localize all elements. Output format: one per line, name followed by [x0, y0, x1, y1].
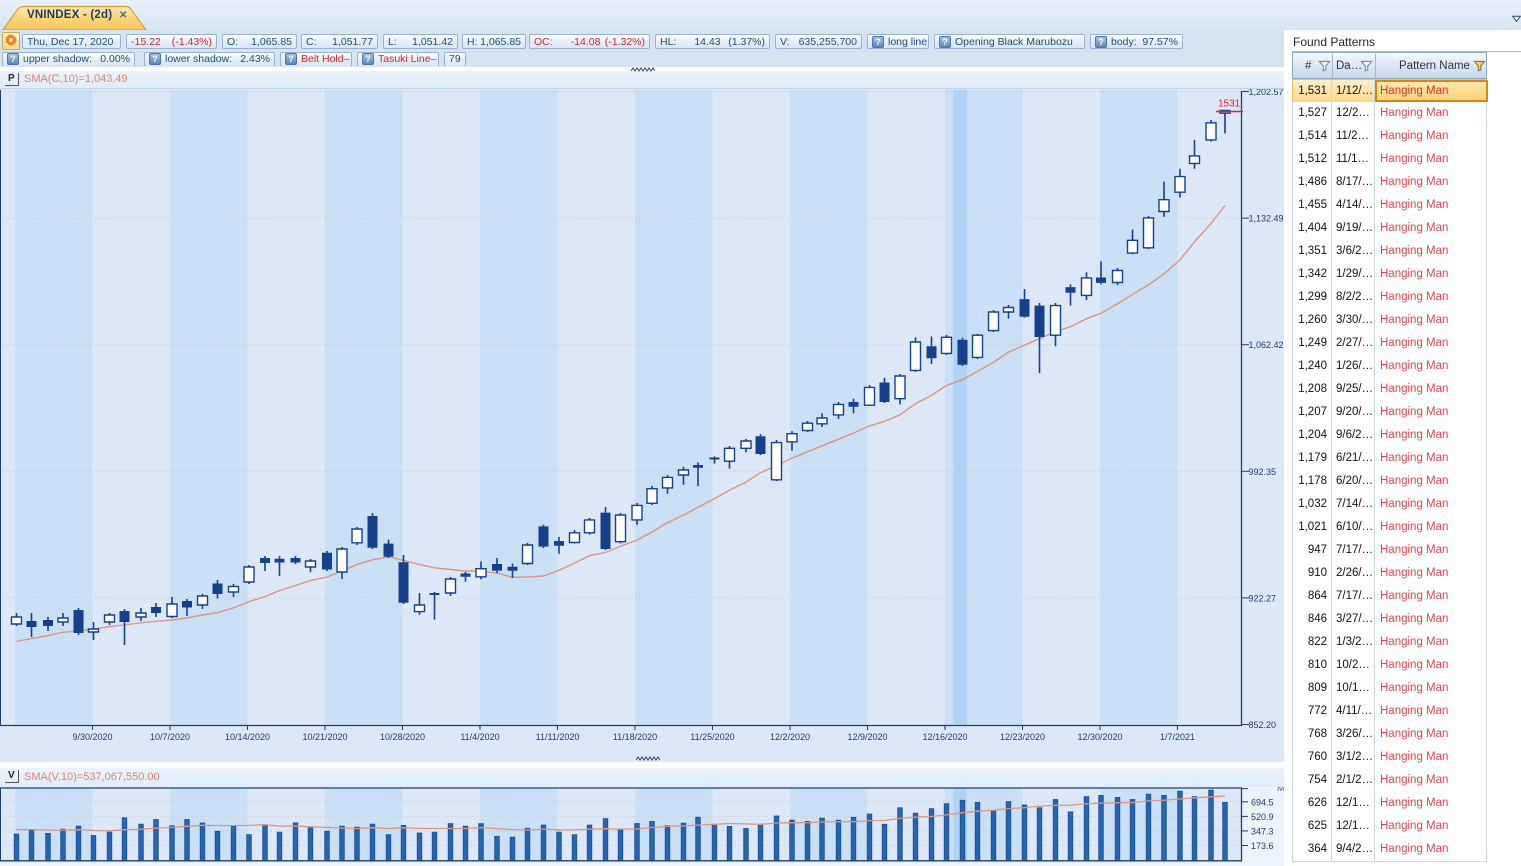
svg-text:12/30/2020: 12/30/2020	[1077, 732, 1122, 742]
svg-text:12/2/2020: 12/2/2020	[770, 732, 810, 742]
svg-text:520.9: 520.9	[1251, 812, 1274, 822]
svg-text:1,132.49: 1,132.49	[1249, 214, 1284, 224]
svg-text:1,202.57: 1,202.57	[1249, 89, 1284, 97]
svg-text:694.5: 694.5	[1251, 797, 1274, 807]
svg-text:11/4/2020: 11/4/2020	[460, 732, 499, 742]
svg-text:10/14/2020: 10/14/2020	[225, 732, 270, 742]
svg-text:173.6: 173.6	[1251, 841, 1274, 851]
svg-text:1531: 1531	[1218, 99, 1241, 110]
svg-text:11/18/2020: 11/18/2020	[613, 732, 657, 742]
svg-text:11/11/2020: 11/11/2020	[536, 732, 580, 742]
svg-text:1,062.42: 1,062.42	[1249, 340, 1284, 350]
svg-text:10/28/2020: 10/28/2020	[380, 732, 425, 742]
svg-text:922.27: 922.27	[1249, 593, 1277, 603]
svg-text:11/25/2020: 11/25/2020	[690, 732, 734, 742]
svg-text:852.20: 852.20	[1249, 720, 1277, 730]
svg-text:12/16/2020: 12/16/2020	[922, 732, 967, 742]
svg-text:992.35: 992.35	[1249, 467, 1277, 477]
svg-text:1/7/2021: 1/7/2021	[1160, 732, 1195, 742]
svg-text:10/7/2020: 10/7/2020	[150, 732, 190, 742]
svg-text:347.3: 347.3	[1251, 826, 1274, 836]
svg-text:10/21/2020: 10/21/2020	[302, 732, 347, 742]
svg-text:M: M	[1277, 787, 1284, 794]
svg-text:12/23/2020: 12/23/2020	[1000, 732, 1045, 742]
svg-text:12/9/2020: 12/9/2020	[847, 732, 887, 742]
svg-text:9/30/2020: 9/30/2020	[72, 732, 112, 742]
